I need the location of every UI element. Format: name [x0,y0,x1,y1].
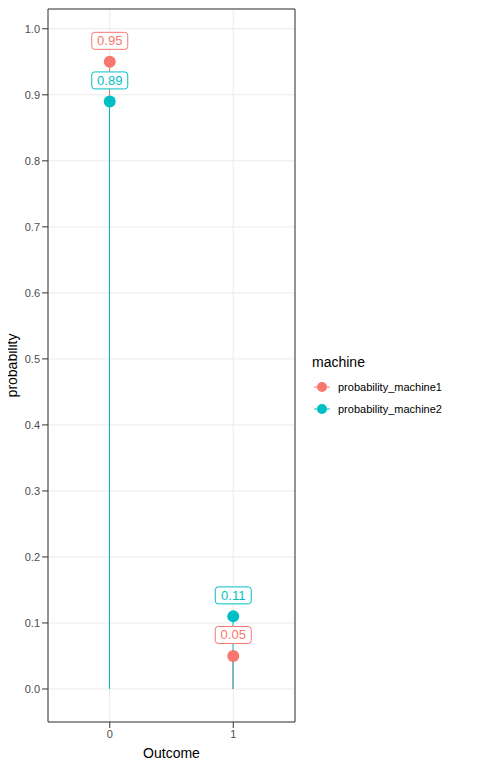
svg-text:0.4: 0.4 [25,419,40,431]
svg-text:0.05: 0.05 [221,627,246,642]
svg-text:0.11: 0.11 [221,588,245,603]
html-text:probability_machine1: probability_machine1 [338,381,442,393]
html-text:probability_machine2: probability_machine2 [338,403,442,415]
svg-text:0.6: 0.6 [25,287,40,299]
html-text:machine: machine [312,354,365,370]
svg-text:0.5: 0.5 [25,353,40,365]
svg-text:0.0: 0.0 [25,683,40,695]
svg-text:0.3: 0.3 [25,485,40,497]
svg-text:0.8: 0.8 [25,155,40,167]
svg-text:0: 0 [107,728,113,740]
svg-text:0.95: 0.95 [97,33,122,48]
svg-text:0.2: 0.2 [25,551,40,563]
svg-text:1.0: 1.0 [25,23,40,35]
svg-text:probability: probability [8,334,20,398]
svg-text:0.1: 0.1 [25,617,40,629]
svg-text:0.89: 0.89 [97,73,122,88]
svg-text:0.9: 0.9 [25,89,40,101]
svg-text:1: 1 [230,728,236,740]
svg-text:Outcome: Outcome [143,745,200,760]
svg-text:0.7: 0.7 [25,221,40,233]
